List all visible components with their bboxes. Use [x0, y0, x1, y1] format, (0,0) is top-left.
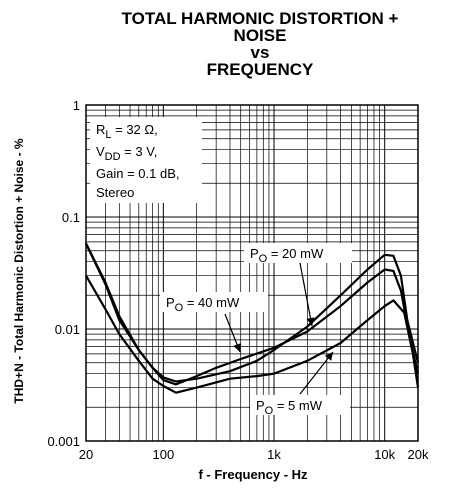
series-line-2	[85, 243, 420, 386]
chart-title-line-2: NOISE	[233, 26, 287, 45]
series-line-1	[85, 243, 420, 383]
series-arrowhead-2	[233, 343, 241, 352]
x-tick-label: 1k	[267, 447, 281, 462]
x-tick-label: 20	[79, 447, 93, 462]
y-tick-label: 1	[73, 98, 80, 113]
conditions-box	[90, 117, 202, 203]
series-label-bg-1	[244, 243, 352, 263]
series-pointer-1	[299, 262, 313, 327]
axes: 20 100 1k 10k 20k 0.001 0.01 0.1 1	[47, 98, 429, 462]
annotations: RL = 32 Ω, VDD = 3 V, Gain = 0.1 dB, Stereo…	[90, 117, 352, 417]
y-tick-label: 0.1	[62, 210, 80, 225]
series-line-3	[85, 275, 420, 394]
chart-title-line-3: vs	[250, 43, 270, 62]
condition-supply: VDD = 3 V,	[96, 144, 157, 163]
condition-gain: Gain = 0.1 dB,	[96, 166, 179, 181]
plot-frame	[85, 104, 419, 442]
series-label-bg-2	[160, 292, 268, 312]
series-label-2: PO = 40 mW	[166, 295, 240, 314]
chart-title-line-4: FREQUENCY	[206, 60, 314, 79]
y-tick-label: 0.001	[47, 434, 80, 449]
series-pointer-3	[299, 351, 334, 395]
series-arrowhead-1	[306, 317, 315, 326]
condition-mode: Stereo	[96, 185, 134, 200]
series-layer	[85, 243, 420, 394]
series-arrowhead-3	[324, 352, 333, 361]
x-axis-label: f - Frequency - Hz	[198, 467, 308, 482]
y-tick-label: 0.01	[55, 322, 80, 337]
x-tick-label: 10k	[374, 447, 395, 462]
condition-load: RL = 32 Ω,	[96, 122, 158, 141]
x-tick-label: 100	[153, 447, 175, 462]
x-tick-label: 20k	[408, 447, 429, 462]
chart-title-line-1: TOTAL HARMONIC DISTORTION +	[121, 9, 399, 28]
series-label-bg-3	[250, 395, 350, 415]
series-label-3: PO = 5 mW	[256, 398, 323, 417]
series-label-1: PO = 20 mW	[250, 246, 324, 265]
